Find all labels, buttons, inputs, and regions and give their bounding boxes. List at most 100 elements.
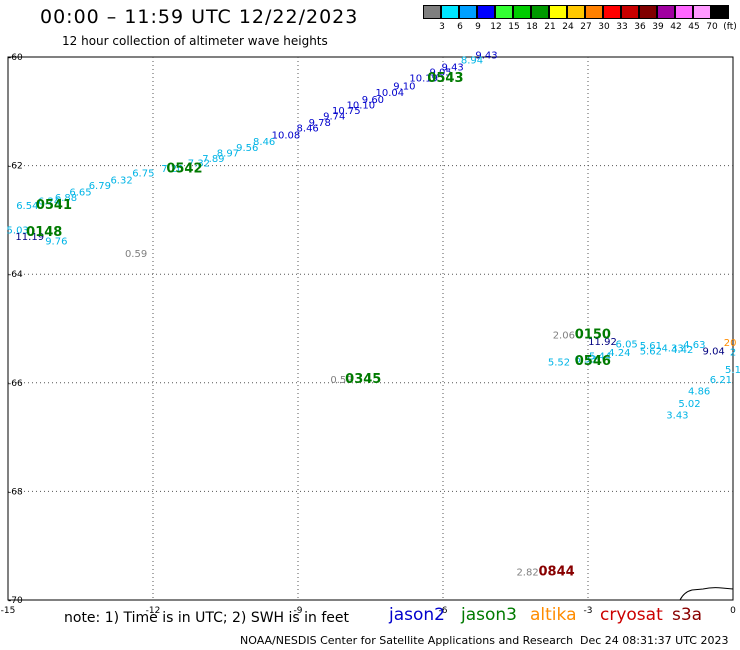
wave-height-label: 7.89 <box>202 154 224 165</box>
x-axis-label: -3 <box>584 606 593 616</box>
wave-height-label: 5.62 <box>640 347 662 358</box>
wave-height-label: 6.21 <box>710 375 732 386</box>
wave-height-label: 4.42 <box>671 345 693 356</box>
color-swatch <box>693 5 711 19</box>
pass-time-label: 0844 <box>538 565 574 580</box>
wave-height-label: 6.32 <box>110 176 132 187</box>
wave-height-label: 10.19 <box>409 73 438 84</box>
pass-time-label: 0542 <box>166 162 202 177</box>
wave-height-label: 8.46 <box>297 123 319 134</box>
wave-height-label: 7.32 <box>188 159 210 170</box>
footer-note: note: 1) Time is in UTC; 2) SWH is in fe… <box>64 610 350 626</box>
wave-height-label: 9.10 <box>393 82 415 93</box>
color-swatch <box>459 5 477 19</box>
wave-height-label: 5.61 <box>640 341 662 352</box>
wave-height-label: 10.75 <box>332 106 361 117</box>
wave-height-label: 0.59 <box>125 249 147 260</box>
color-scale-tick: 9 <box>475 22 481 32</box>
wave-height-label: 5.02 <box>678 399 700 410</box>
wave-height-label: 6.75 <box>132 168 154 179</box>
pass-time-label: 0541 <box>36 198 72 213</box>
x-axis-label: 0 <box>730 606 736 616</box>
wave-height-label: 5.44 <box>589 351 611 362</box>
wave-height-label: 4.33 <box>661 343 683 354</box>
wave-height-label: 2.06 <box>553 330 575 341</box>
wave-height-label: 10.08 <box>272 130 301 141</box>
color-swatch <box>495 5 513 19</box>
color-swatch <box>603 5 621 19</box>
wave-height-label: 2 <box>730 348 736 359</box>
y-axis-label: -68 <box>8 487 23 497</box>
color-swatch <box>675 5 693 19</box>
wave-height-label: 3.43 <box>666 411 688 422</box>
pass-time-label: 0543 <box>427 71 463 86</box>
color-swatch <box>585 5 603 19</box>
satellite-legend-jason3: jason3 <box>461 605 517 625</box>
wave-height-label: 6.33 <box>574 355 596 366</box>
color-swatch <box>441 5 459 19</box>
wave-height-label: 9.43 <box>475 51 497 62</box>
wave-height-label: 5.1 <box>725 365 740 376</box>
wave-height-label: 6.05 <box>616 340 638 351</box>
wave-height-label: 11.92 <box>588 337 617 348</box>
color-swatch <box>423 5 441 19</box>
wave-height-label: 10.04 <box>376 88 405 99</box>
pass-time-label: 0150 <box>575 327 611 342</box>
wave-height-label: 9.04 <box>703 347 725 358</box>
wave-height-label: 6.88 <box>55 193 77 204</box>
wave-height-label: 10.10 <box>347 101 376 112</box>
color-swatch <box>513 5 531 19</box>
x-axis-label: -15 <box>1 606 16 616</box>
color-scale-tick: 36 <box>634 22 646 32</box>
wave-height-label: 9.74 <box>323 111 345 122</box>
color-scale-tick: 27 <box>580 22 592 32</box>
wave-height-label: 5.03 <box>7 225 29 236</box>
y-axis-label: -64 <box>8 270 23 280</box>
color-scale-tick: 42 <box>670 22 682 32</box>
satellite-legend-s3a: s3a <box>672 605 703 625</box>
color-swatch <box>621 5 639 19</box>
color-scale-tick: 21 <box>544 22 556 32</box>
wave-height-label: 2.82 <box>516 568 538 579</box>
color-scale-tick: (ft) <box>723 22 737 32</box>
wave-height-label: 9.76 <box>45 236 67 247</box>
color-swatch <box>657 5 675 19</box>
wave-height-label: 4.86 <box>688 387 710 398</box>
color-scale-tick: 39 <box>652 22 664 32</box>
color-scale-tick: 33 <box>616 22 628 32</box>
y-axis-label: -62 <box>8 162 23 172</box>
wave-height-label: 6.65 <box>69 187 91 198</box>
color-swatch <box>531 5 549 19</box>
footer-credit: NOAA/NESDIS Center for Satellite Applica… <box>240 634 574 647</box>
color-scale-tick: 12 <box>490 22 502 32</box>
x-axis-label: -6 <box>439 606 448 616</box>
wave-height-label: 7.20 <box>161 164 183 175</box>
color-swatch <box>639 5 657 19</box>
page-title: 00:00 – 11:59 UTC 12/22/2023 <box>40 6 359 28</box>
wave-height-label: 8.97 <box>217 148 239 159</box>
wave-height-label: 8.46 <box>253 137 275 148</box>
wave-height-label: 9.05 <box>429 67 451 78</box>
wave-height-label: 6.24 <box>38 197 60 208</box>
map-frame <box>7 56 734 601</box>
color-scale-tick: 3 <box>439 22 445 32</box>
x-axis-label: -9 <box>294 606 303 616</box>
y-axis-label: -66 <box>8 379 23 389</box>
page-subtitle: 12 hour collection of altimeter wave hei… <box>62 34 328 48</box>
color-scale-tick: 70 <box>706 22 718 32</box>
satellite-legend-cryosat: cryosat <box>600 605 663 625</box>
wave-height-label: 11.19 <box>15 232 44 243</box>
color-scale-tick: 15 <box>508 22 520 32</box>
coastline <box>679 587 734 601</box>
y-axis-label: -60 <box>8 53 23 63</box>
wave-height-label: 4.63 <box>683 340 705 351</box>
wave-height-label: 20 <box>724 338 737 349</box>
color-scale-tick: 6 <box>457 22 463 32</box>
footer-timestamp: Dec 24 08:31:37 UTC 2023 <box>580 634 729 647</box>
x-axis-label: -12 <box>146 606 161 616</box>
pass-time-label: 0148 <box>26 225 62 240</box>
color-swatch <box>549 5 567 19</box>
wave-height-label: 8.94 <box>461 56 483 67</box>
wave-height-label: 9.60 <box>362 95 384 106</box>
pass-time-label: 0345 <box>345 372 381 387</box>
